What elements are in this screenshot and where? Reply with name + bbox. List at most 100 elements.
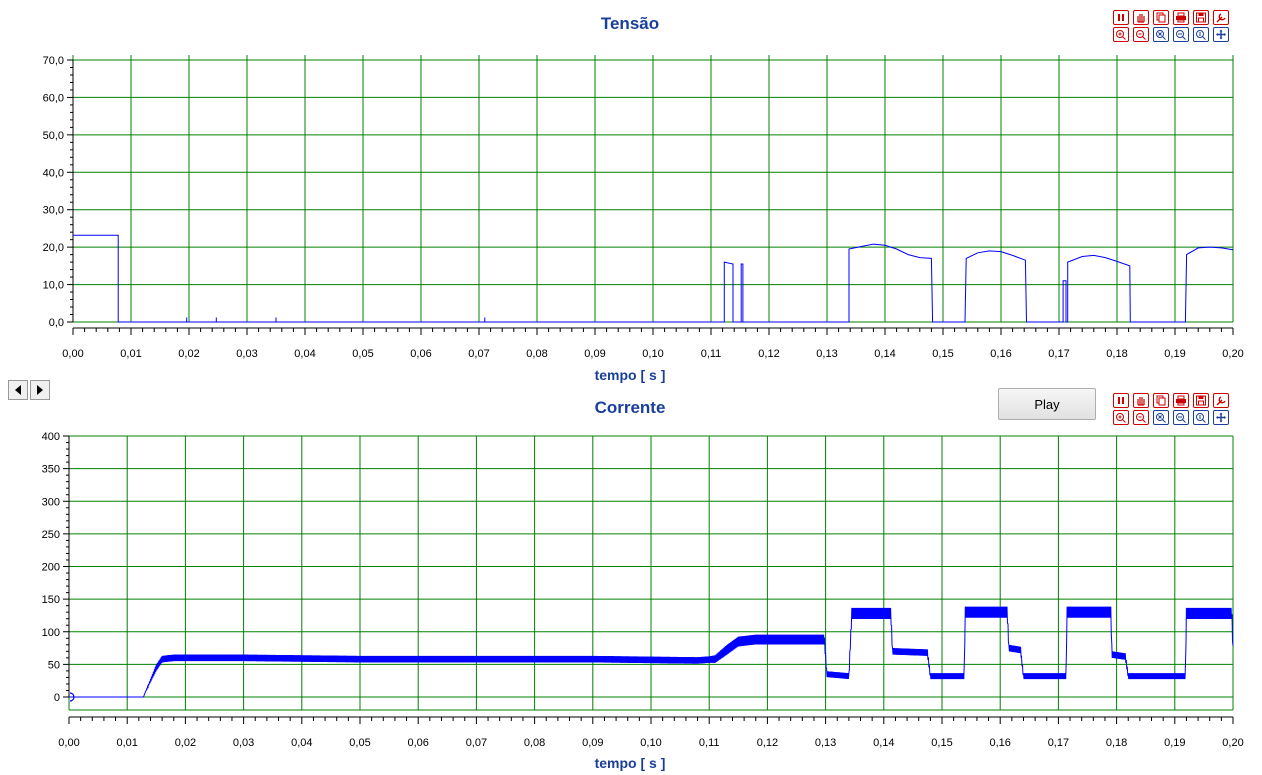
x-tick-label: 0,15 (932, 348, 953, 360)
copy-icon (1156, 395, 1166, 406)
print-icon (1176, 395, 1186, 406)
save-button[interactable] (1193, 10, 1209, 25)
x-tick-label: 0,17 (1048, 348, 1069, 360)
zoom-out-button[interactable] (1133, 27, 1149, 42)
x-tick-label: 0,00 (62, 348, 83, 360)
zoom-in-button[interactable] (1113, 27, 1129, 42)
x-tick-label: 0,15 (931, 737, 952, 749)
y-tick-label: 0 (54, 692, 60, 704)
zoom-fit-button[interactable] (1153, 410, 1169, 425)
hand-pan-button[interactable] (1133, 10, 1149, 25)
zoom-x-icon (1176, 413, 1186, 423)
y-tick-label: 30,0 (43, 205, 64, 217)
x-tick-label: 0,20 (1222, 348, 1243, 360)
x-tick-label: 0,04 (291, 737, 312, 749)
copy-button[interactable] (1153, 10, 1169, 25)
y-tick-label: 150 (42, 594, 60, 606)
scroll-left-button[interactable] (8, 380, 28, 400)
x-tick-label: 0,13 (816, 348, 837, 360)
zoom-fit-icon (1156, 30, 1166, 40)
x-tick-label: 0,03 (236, 348, 257, 360)
x-tick-label: 0,01 (116, 737, 137, 749)
pause-button[interactable] (1113, 393, 1129, 408)
save-button[interactable] (1193, 393, 1209, 408)
scroll-right-icon (37, 385, 43, 395)
save-icon (1196, 12, 1206, 23)
x-tick-label: 0,06 (407, 737, 428, 749)
play-button[interactable]: Play (998, 388, 1096, 420)
x-tick-label: 0,07 (468, 348, 489, 360)
x-tick-label: 0,09 (584, 348, 605, 360)
y-tick-label: 20,0 (43, 242, 64, 254)
x-tick-label: 0,02 (175, 737, 196, 749)
zoom-x-button[interactable] (1173, 27, 1189, 42)
hand-pan-icon (1137, 14, 1145, 23)
chart-tensao: 0,0 10,0 20,0 30,0 40,0 50,0 60,0 70,0 0,00 0,01 0… (43, 55, 1244, 360)
scroll-left-icon (15, 385, 21, 395)
zoom-out-button[interactable] (1133, 410, 1149, 425)
y-tick-label: 300 (42, 496, 60, 508)
x-tick-label: 0,04 (294, 348, 315, 360)
zoom-x-icon (1176, 30, 1186, 40)
zoom-fit-button[interactable] (1153, 27, 1169, 42)
x-tick-label: 0,00 (58, 737, 79, 749)
y-tick-label: 50 (48, 659, 60, 671)
x-tick-label: 0,12 (758, 348, 779, 360)
x-tick-label: 0,14 (873, 737, 894, 749)
pan-move-button[interactable] (1213, 410, 1229, 425)
x-tick-label: 0,14 (874, 348, 895, 360)
y-tick-label: 200 (42, 562, 60, 574)
x-axis-title-tensao: tempo [ s ] (594, 367, 666, 383)
chart-corrente: 0 50 100 150 200 250 300 350 400 0,00 0,01 0,02 0,03… (42, 431, 1244, 749)
x-tick-label: 0,16 (990, 348, 1011, 360)
print-button[interactable] (1173, 393, 1189, 408)
cursor-marker (69, 692, 75, 702)
save-icon (1196, 395, 1206, 406)
zoom-y-button[interactable] (1193, 27, 1209, 42)
x-tick-label: 0,10 (640, 737, 661, 749)
hand-pan-button[interactable] (1133, 393, 1149, 408)
x-tick-label: 0,08 (524, 737, 545, 749)
x-tick-label: 0,01 (120, 348, 141, 360)
pan-move-button[interactable] (1213, 27, 1229, 42)
zoom-out-icon (1136, 30, 1146, 40)
series-line (73, 234, 1234, 323)
zoom-x-button[interactable] (1173, 410, 1189, 425)
x-tick-label: 0,17 (1048, 737, 1069, 749)
x-tick-label: 0,19 (1164, 348, 1185, 360)
chart-title-corrente: Corrente (594, 398, 666, 417)
wrench-settings-icon (1216, 396, 1226, 406)
wrench-settings-button[interactable] (1213, 10, 1229, 25)
x-tick-label: 0,16 (989, 737, 1010, 749)
zoom-y-button[interactable] (1193, 410, 1209, 425)
pause-icon (1118, 397, 1124, 404)
pause-icon (1118, 14, 1124, 21)
copy-button[interactable] (1153, 393, 1169, 408)
plot-area: 0 50 100 150 200 250 300 350 400 0,00 0,01 0,02 0,03… (42, 431, 1244, 749)
y-tick-label: 70,0 (43, 55, 64, 67)
print-button[interactable] (1173, 10, 1189, 25)
zoom-in-button[interactable] (1113, 410, 1129, 425)
x-tick-label: 0,11 (701, 348, 722, 360)
x-tick-label: 0,05 (352, 348, 373, 360)
pan-move-icon (1216, 412, 1226, 423)
wrench-settings-button[interactable] (1213, 393, 1229, 408)
series-line (69, 606, 1234, 698)
y-tick-label: 100 (42, 627, 60, 639)
chart-title-tensao: Tensão (600, 14, 660, 33)
y-tick-label: 60,0 (43, 92, 64, 104)
y-tick-label: 400 (42, 431, 60, 443)
pause-button[interactable] (1113, 10, 1129, 25)
print-icon (1176, 12, 1186, 23)
x-tick-label: 0,19 (1164, 737, 1185, 749)
x-axis-title-corrente: tempo [ s ] (594, 755, 666, 771)
x-tick-label: 0,11 (699, 737, 720, 749)
plot-area: 0,0 10,0 20,0 30,0 40,0 50,0 60,0 70,0 0,00 0,01 0… (43, 55, 1244, 360)
x-tick-label: 0,18 (1106, 348, 1127, 360)
hand-pan-icon (1137, 397, 1145, 406)
zoom-y-icon (1196, 413, 1206, 423)
x-tick-label: 0,13 (815, 737, 836, 749)
toolbar-corrente (1113, 393, 1231, 425)
scroll-right-button[interactable] (30, 380, 50, 400)
x-tick-label: 0,08 (526, 348, 547, 360)
